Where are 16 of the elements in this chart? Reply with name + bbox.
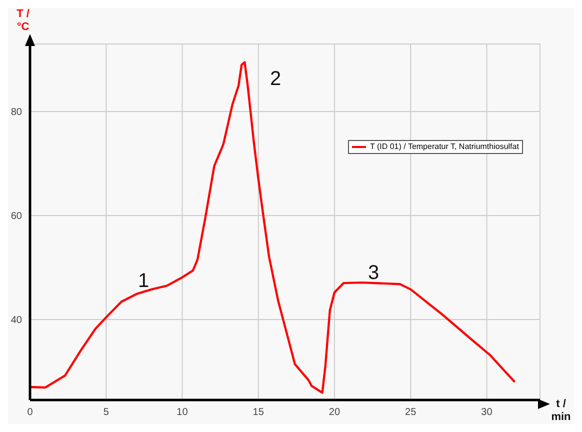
x-tick-label: 5 (103, 407, 110, 418)
y-axis-title: T / °C (16, 8, 30, 34)
y-tick-label: 60 (10, 211, 22, 222)
y-tick-label: 80 (10, 107, 22, 118)
annotation: 2 (270, 68, 282, 91)
annotation: 1 (138, 270, 150, 293)
x-tick-label: 15 (252, 407, 264, 418)
y-tick-label: 40 (10, 314, 22, 326)
x-axis-title: t / min (550, 398, 572, 424)
annotation: 3 (368, 262, 380, 285)
x-tick-label: 30 (481, 407, 493, 418)
x-tick-label: 20 (328, 407, 340, 418)
x-tick-label: 25 (405, 407, 417, 418)
legend-label: T (ID 01) / Temperatur T, Natriumthiosulfat (370, 142, 519, 152)
x-tick-label: 0 (27, 407, 34, 418)
x-tick-label: 10 (176, 407, 188, 418)
